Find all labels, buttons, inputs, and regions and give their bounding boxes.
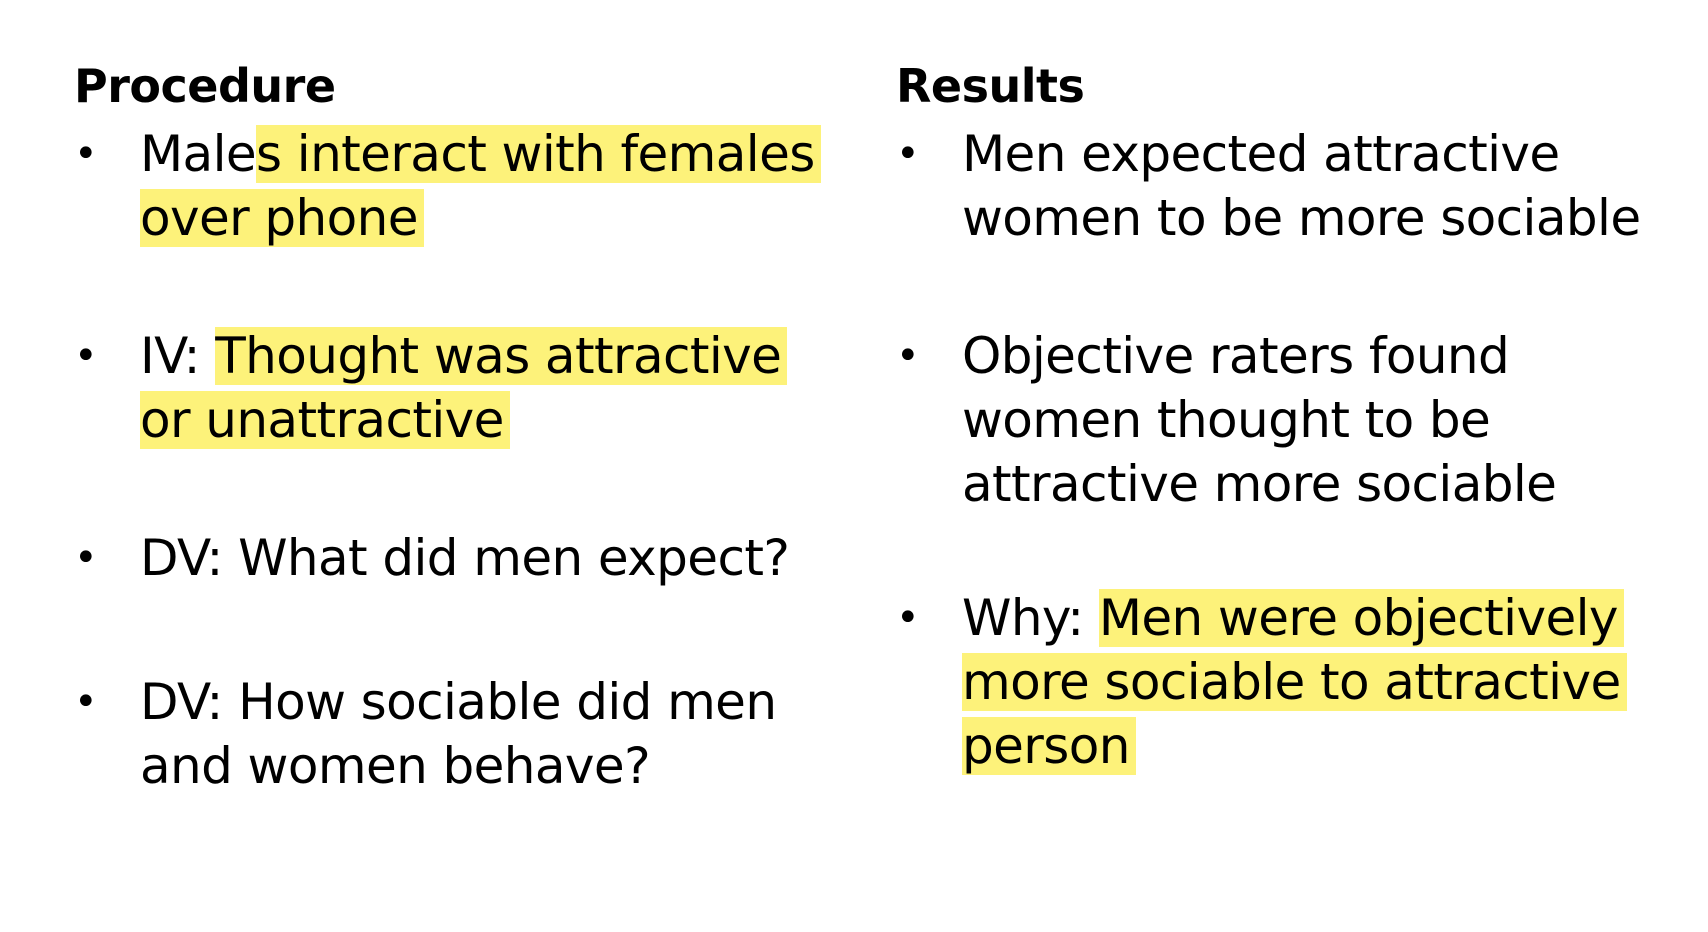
- bullet-dot-icon: •: [74, 333, 98, 379]
- bullet-text: Men expected attractive women to be more…: [962, 125, 1641, 247]
- procedure-heading: Procedure: [74, 59, 336, 113]
- bullet-text: IV: Thought was attractive or unattracti…: [140, 324, 834, 452]
- procedure-column: Procedure • Males interact with females …: [74, 56, 834, 795]
- procedure-bullet-1: • Males interact with females over phone: [74, 122, 834, 250]
- bullet-plain-text: IV:: [140, 327, 216, 385]
- bullet-dot-icon: •: [74, 131, 98, 177]
- highlighted-text: Men were objectively more sociable to at…: [962, 589, 1627, 775]
- bullet-plain-text: Male: [140, 125, 257, 183]
- bullet-dot-icon: •: [896, 595, 920, 641]
- results-bullet-2: • Objective raters found women thought t…: [896, 324, 1696, 516]
- results-bullet-3: • Why: Men were objectively more sociabl…: [896, 586, 1696, 778]
- bullet-plain-text: Why:: [962, 589, 1099, 647]
- procedure-bullet-3: • DV: What did men expect?: [74, 526, 834, 590]
- bullet-dot-icon: •: [896, 333, 920, 379]
- bullet-dot-icon: •: [896, 131, 920, 177]
- bullet-text: Objective raters found women thought to …: [962, 327, 1557, 513]
- bullet-text: DV: How sociable did men and women behav…: [140, 673, 777, 795]
- results-heading: Results: [896, 59, 1085, 113]
- bullet-dot-icon: •: [74, 679, 98, 725]
- bullet-dot-icon: •: [74, 535, 98, 581]
- bullet-text: DV: What did men expect?: [140, 529, 790, 587]
- results-column: Results • Men expected attractive women …: [896, 56, 1696, 775]
- procedure-bullet-4: • DV: How sociable did men and women beh…: [74, 670, 834, 798]
- procedure-bullet-2: • IV: Thought was attractive or unattrac…: [74, 324, 834, 452]
- highlighted-text: Thought was attractive or unattractive: [140, 327, 788, 449]
- results-bullet-1: • Men expected attractive women to be mo…: [896, 122, 1696, 250]
- bullet-text: Males interact with females over phone: [140, 122, 834, 250]
- bullet-text: Why: Men were objectively more sociable …: [962, 586, 1696, 778]
